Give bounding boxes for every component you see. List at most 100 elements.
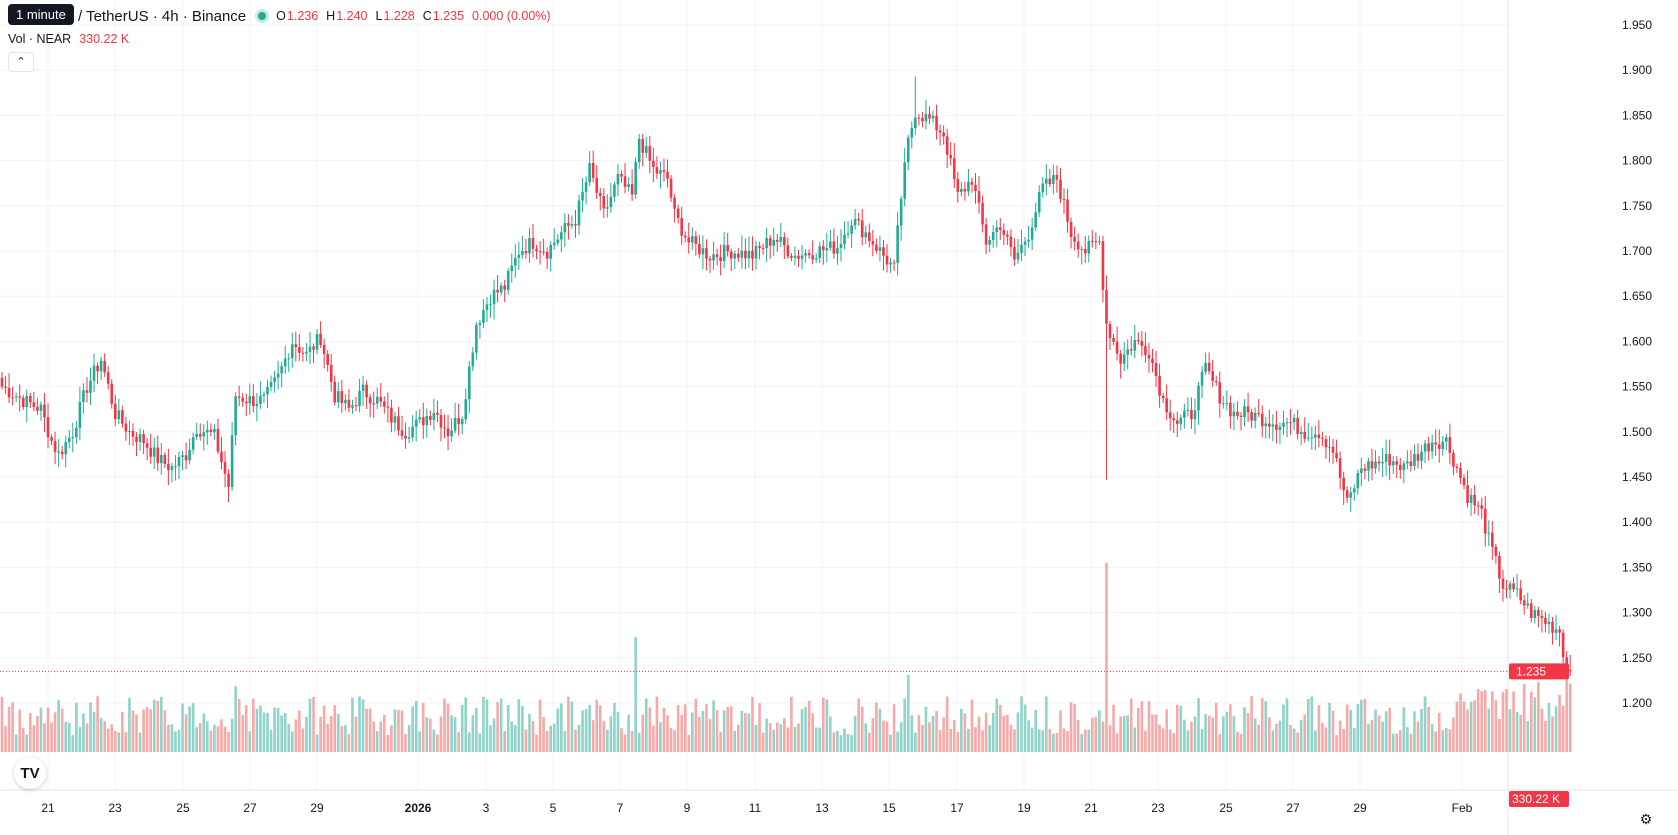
- candle-body: [1137, 339, 1140, 342]
- candle-body: [800, 255, 804, 259]
- candle-body: [772, 239, 776, 246]
- volume-bar: [499, 698, 503, 752]
- candle-body: [96, 365, 99, 372]
- volume-bar: [145, 707, 149, 752]
- volume-bar: [1239, 734, 1243, 752]
- candle-body: [1522, 600, 1526, 606]
- collapse-legend-button[interactable]: ⌃: [8, 52, 34, 72]
- volume-bar: [78, 727, 82, 752]
- volume-bar: [676, 705, 680, 752]
- volume-bar: [206, 721, 209, 752]
- tradingview-logo-icon[interactable]: TV: [14, 757, 46, 789]
- candle-body: [666, 171, 669, 179]
- volume-bar: [871, 718, 875, 752]
- candle-body: [1568, 670, 1572, 672]
- volume-bar: [32, 725, 36, 752]
- candle-body: [138, 434, 142, 442]
- volume-bar: [223, 726, 227, 752]
- candle-body: [623, 176, 627, 187]
- volume-bar: [683, 704, 687, 752]
- candle-body: [1508, 583, 1512, 590]
- volume-bar: [329, 716, 333, 752]
- candle-body: [701, 248, 705, 255]
- volume-bar: [1229, 704, 1232, 752]
- candle-body: [489, 304, 492, 306]
- volume-bar: [790, 696, 793, 752]
- time-tick-label: 21: [1084, 801, 1098, 815]
- candle-body: [344, 399, 347, 404]
- time-tick-label: 27: [1286, 801, 1300, 815]
- candle-body: [1374, 461, 1377, 469]
- candle-body: [1101, 241, 1105, 290]
- volume-bar: [531, 720, 535, 752]
- volume-bar: [503, 731, 506, 752]
- time-tick-label: Feb: [1452, 801, 1473, 815]
- candle-body: [482, 310, 485, 323]
- volume-bar: [393, 709, 397, 752]
- volume-bar: [528, 713, 531, 752]
- candle-body: [853, 219, 857, 226]
- candle-body: [32, 402, 36, 408]
- volume-bar: [1122, 715, 1126, 752]
- candle-body: [1133, 339, 1137, 351]
- symbol-title[interactable]: / TetherUS · 4h · Binance: [78, 7, 247, 25]
- candle-body: [637, 138, 641, 163]
- candle-body: [273, 377, 276, 382]
- candle-body: [50, 437, 53, 441]
- candle-body: [896, 225, 899, 263]
- volume-bar: [744, 712, 747, 752]
- candle-body: [1066, 199, 1069, 222]
- volume-bar: [1558, 695, 1561, 752]
- candle-body: [269, 381, 273, 387]
- volume-bar: [248, 731, 252, 752]
- candle-body: [478, 322, 482, 325]
- candle-body: [1122, 354, 1126, 364]
- gear-icon[interactable]: ⚙: [1639, 811, 1653, 827]
- volume-legend[interactable]: Vol · NEAR 330.22 K: [8, 32, 129, 46]
- volume-bar: [216, 726, 220, 752]
- candle-body: [1069, 221, 1073, 238]
- volume-bar: [96, 696, 99, 752]
- volume-bar: [280, 715, 283, 752]
- candle-body: [1282, 422, 1285, 427]
- volume-bar: [591, 720, 595, 752]
- time-tick-label: 9: [684, 801, 691, 815]
- volume-bar: [1437, 712, 1441, 752]
- time-tick-label: 29: [1353, 801, 1367, 815]
- candle-body: [252, 396, 255, 407]
- volume-bar: [609, 716, 613, 752]
- volume-bar: [1108, 725, 1112, 752]
- volume-bar: [220, 719, 223, 752]
- candle-body: [630, 184, 634, 195]
- candle-body: [1547, 621, 1551, 625]
- candle-body: [167, 463, 170, 470]
- volume-bar: [1430, 724, 1434, 752]
- volume-bar: [1452, 717, 1455, 752]
- candle-body: [1239, 415, 1243, 417]
- volume-bar: [1363, 698, 1367, 752]
- volume-bar: [85, 723, 89, 752]
- candle-body: [425, 416, 429, 426]
- volume-bar: [1568, 683, 1572, 752]
- time-tick-label: 25: [176, 801, 190, 815]
- volume-bar: [981, 730, 984, 752]
- candle-body: [616, 174, 620, 185]
- candle-body: [790, 256, 793, 258]
- candle-body: [1395, 461, 1399, 465]
- volume-bar: [181, 703, 184, 752]
- candle-body: [857, 219, 860, 221]
- candle-body: [1544, 617, 1547, 625]
- candle-body: [729, 251, 733, 259]
- candle-body: [1462, 477, 1466, 486]
- candle-body: [924, 114, 928, 122]
- candle-body: [503, 285, 506, 290]
- volume-bar: [1080, 734, 1083, 752]
- volume-bar: [1352, 728, 1356, 752]
- candle-body: [113, 403, 117, 420]
- candle-body: [1519, 588, 1522, 601]
- candle-body: [457, 418, 460, 425]
- market-status-dot[interactable]: [258, 12, 267, 20]
- volume-bar: [305, 716, 308, 752]
- volume-bar: [1154, 714, 1158, 752]
